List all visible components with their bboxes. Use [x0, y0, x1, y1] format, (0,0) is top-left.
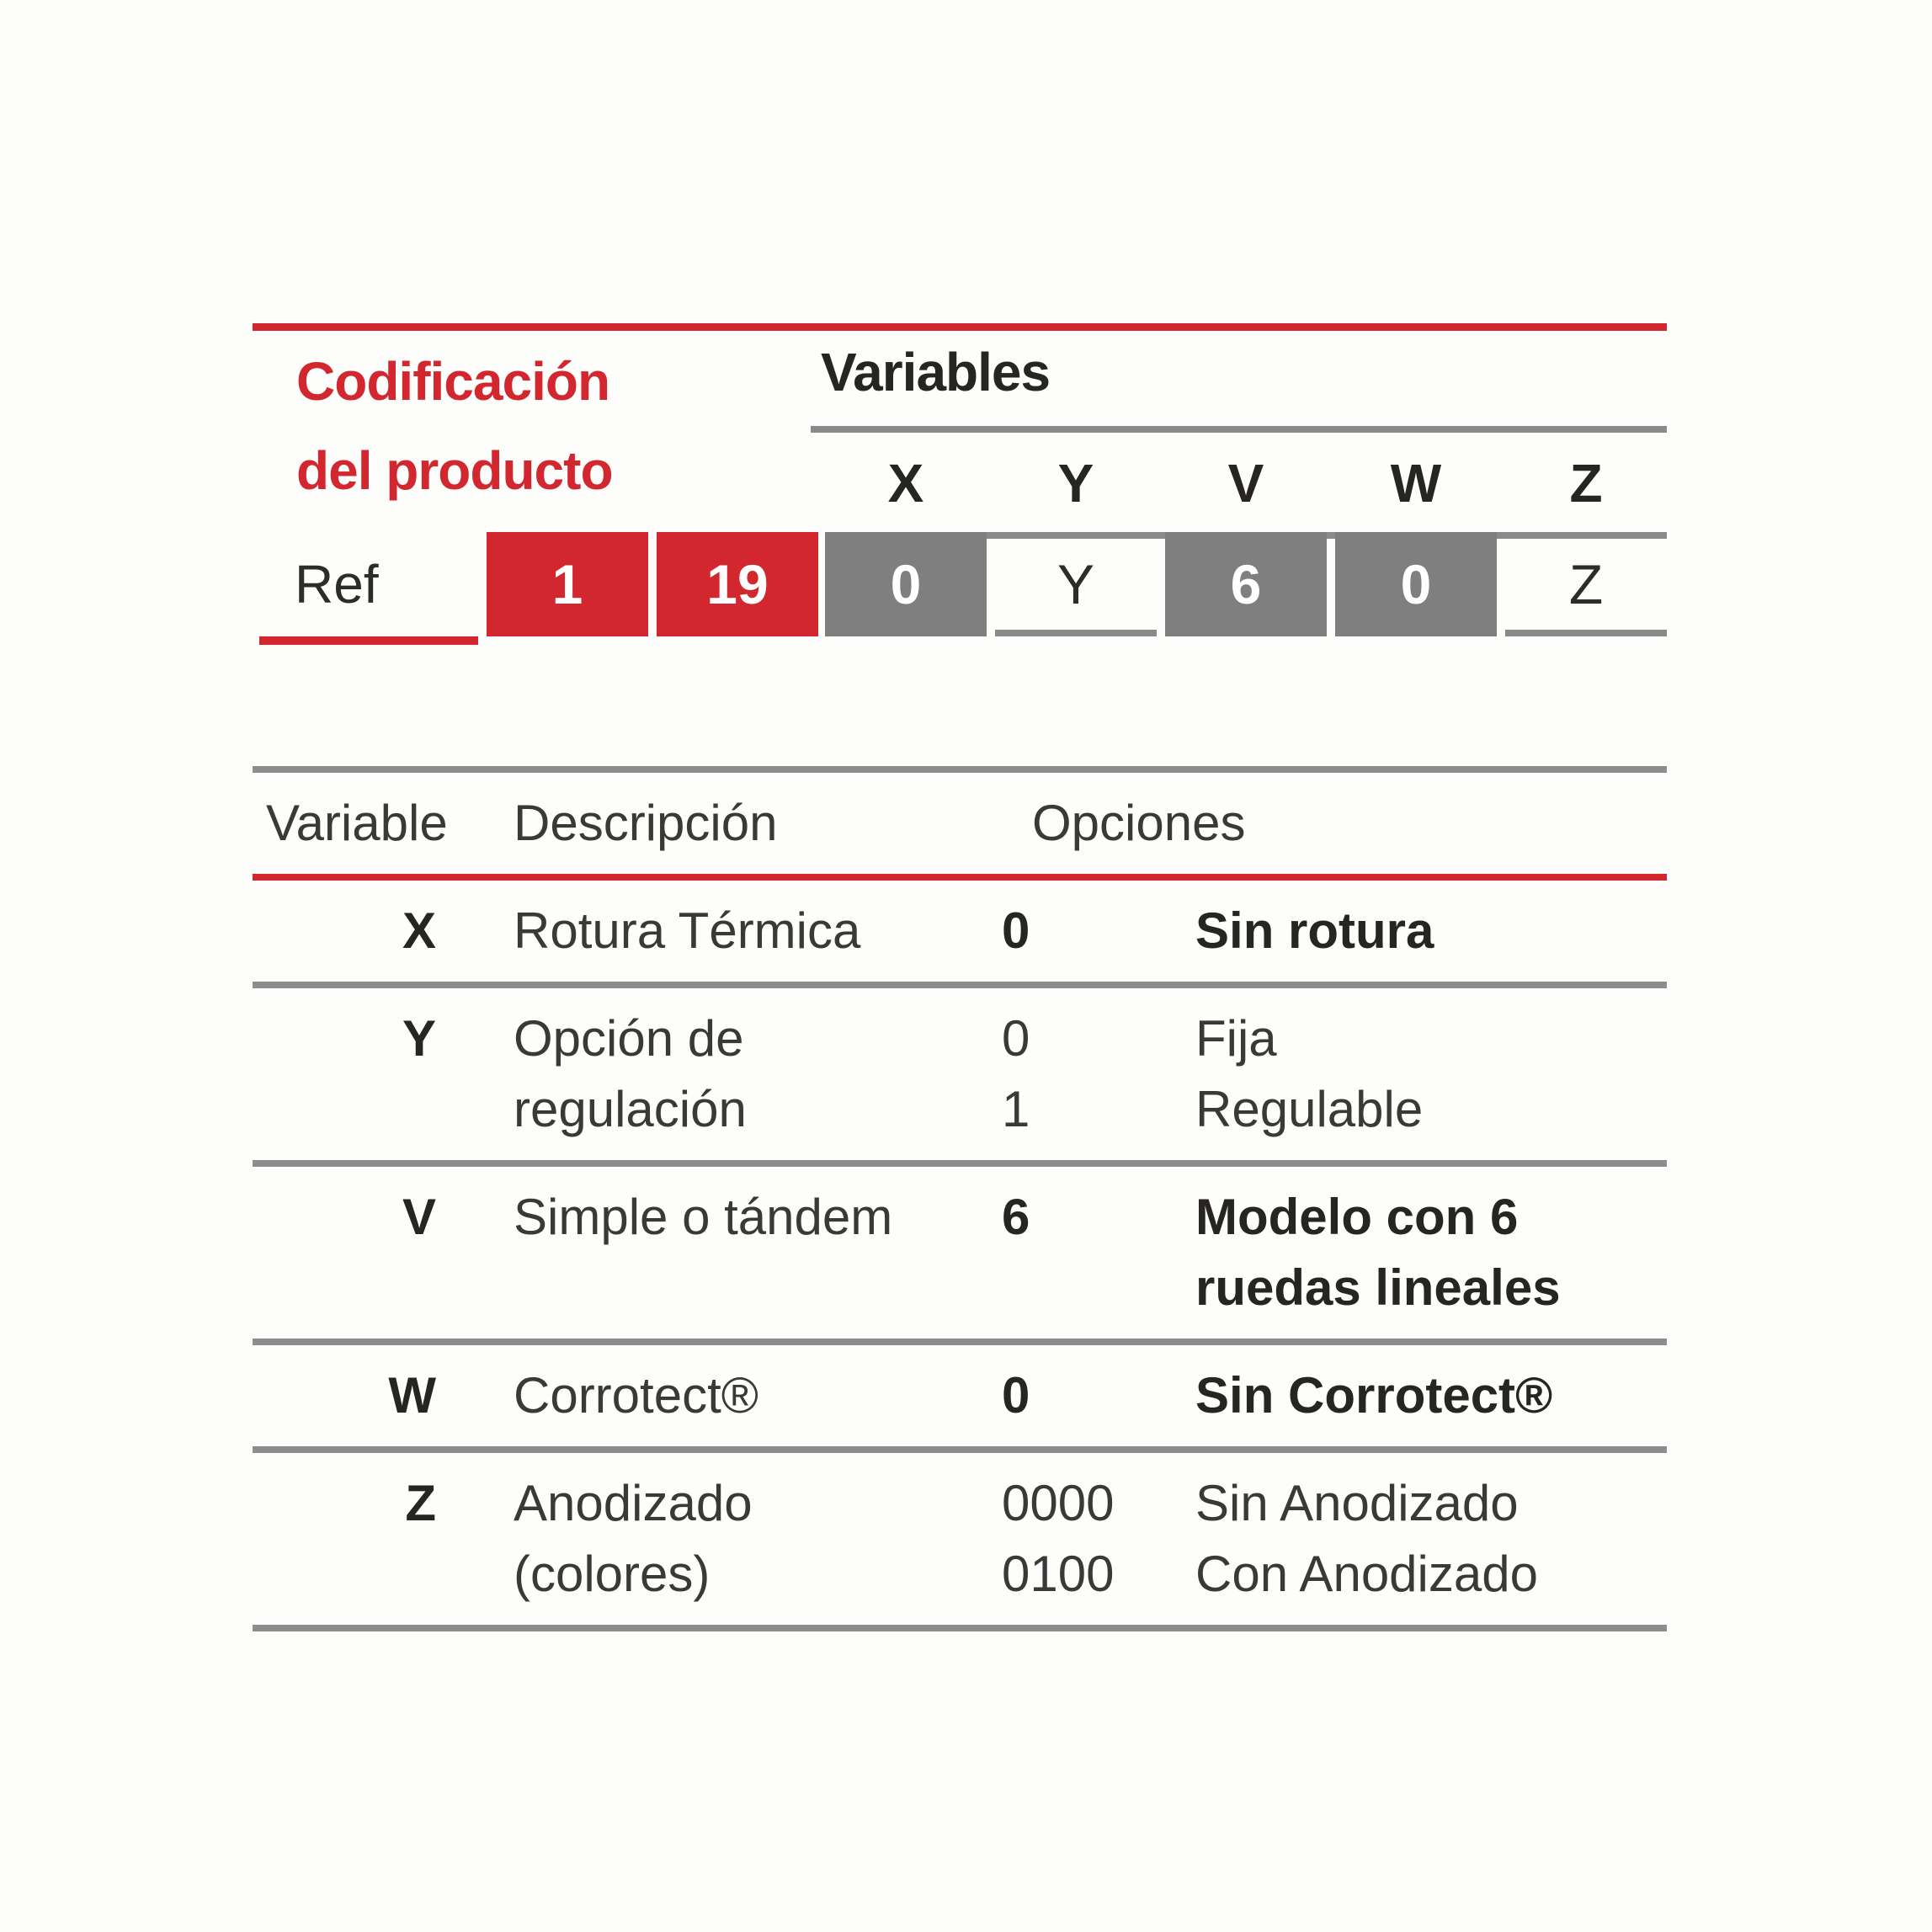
- header-red-rule: [253, 874, 1667, 881]
- table-row-v: V Simple o tándem 6 Modelo con 6 ruedas …: [253, 1167, 1667, 1339]
- row-option-labels: Sin Corrotect®: [1195, 1367, 1553, 1424]
- options-table-section: Variable Descripción Opciones X Rotura T…: [253, 766, 1667, 1631]
- section-title: Codificación del producto: [296, 351, 614, 501]
- row-option-labels: Modelo con 6 ruedas lineales: [1195, 1189, 1561, 1316]
- variable-letter-v: V: [1227, 453, 1264, 514]
- top-divider-rule: [253, 323, 1667, 331]
- row-option-codes: 0 1: [1002, 1010, 1030, 1137]
- variable-value-cell-w: 0: [1335, 532, 1497, 636]
- variables-divider-rule: [811, 426, 1667, 433]
- row-description: Simple o tándem: [514, 1189, 893, 1245]
- table-row-w: W Corrotect® 0 Sin Corrotect®: [253, 1345, 1667, 1446]
- row-variable: X: [402, 902, 436, 959]
- header-variable: Variable: [266, 795, 448, 851]
- row-option-codes: 0: [1002, 902, 1030, 959]
- row-description: Rotura Térmica: [514, 902, 861, 959]
- variable-value-cell-z: Z: [1505, 532, 1667, 636]
- row-variable: V: [402, 1189, 436, 1245]
- ref-code-cell-19: 19: [657, 532, 818, 636]
- variable-value-cell-x: 0: [825, 532, 987, 636]
- variable-letter-w: W: [1390, 453, 1442, 514]
- ref-label: Ref: [295, 554, 379, 615]
- variable-letter-x: X: [887, 453, 924, 514]
- ref-underline-rule: [259, 636, 478, 645]
- row-option-codes: 0: [1002, 1367, 1030, 1424]
- row-option-codes: 6: [1002, 1189, 1030, 1245]
- row-option-labels: Fija Regulable: [1195, 1010, 1424, 1137]
- row-variable: Y: [402, 1010, 436, 1067]
- variables-heading: Variables: [821, 342, 1051, 402]
- table-row-x: X Rotura Térmica 0 Sin rotura: [253, 881, 1667, 982]
- row-description: Opción de regulación: [514, 1010, 747, 1137]
- variable-value-cell-v: 6: [1165, 532, 1327, 636]
- variable-letter-y: Y: [1057, 453, 1094, 514]
- ref-code-row: 1 19 0 Y 6 0 Z: [487, 532, 1667, 636]
- variable-letter-z: Z: [1569, 453, 1603, 514]
- variable-letters-row: X Y V W Z: [825, 448, 1667, 519]
- table-bottom-rule: [253, 1625, 1667, 1631]
- variable-value-cell-y: Y: [995, 532, 1157, 636]
- row-divider-rule: [253, 982, 1667, 988]
- ref-code-cell-1: 1: [487, 532, 648, 636]
- table-row-y: Y Opción de regulación 0 1 Fija Regulabl…: [253, 988, 1667, 1160]
- row-divider-rule: [253, 1160, 1667, 1167]
- row-divider-rule: [253, 1446, 1667, 1453]
- row-option-codes: 0000 0100: [1002, 1475, 1115, 1602]
- header-description: Descripción: [514, 795, 778, 851]
- header-options: Opciones: [1032, 795, 1246, 851]
- table-top-rule: [253, 766, 1667, 773]
- row-variable: W: [388, 1367, 436, 1424]
- row-divider-rule: [253, 1339, 1667, 1345]
- table-header-row: Variable Descripción Opciones: [253, 773, 1667, 874]
- row-option-labels: Sin rotura: [1195, 902, 1434, 959]
- row-description: Anodizado (colores): [514, 1475, 753, 1602]
- row-variable: Z: [405, 1475, 436, 1531]
- row-description: Corrotect®: [514, 1367, 758, 1424]
- row-option-labels: Sin Anodizado Con Anodizado: [1195, 1475, 1538, 1602]
- table-row-z: Z Anodizado (colores) 0000 0100 Sin Anod…: [253, 1453, 1667, 1625]
